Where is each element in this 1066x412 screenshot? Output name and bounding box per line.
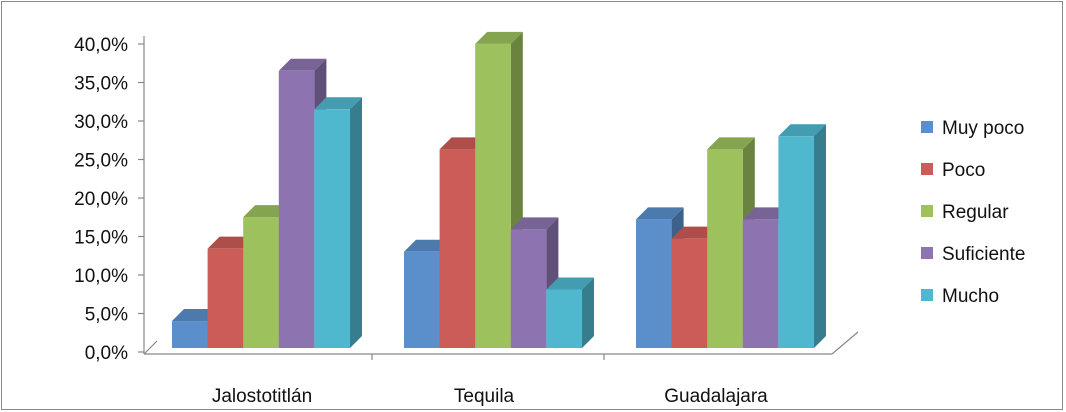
category-label: Tequila — [454, 386, 515, 407]
bar-top — [546, 277, 594, 290]
bar-side — [350, 97, 362, 348]
legend-label: Regular — [942, 202, 1009, 223]
bar-front — [207, 248, 244, 348]
bar-top — [707, 137, 755, 150]
bar-front — [243, 217, 279, 348]
legend-item: Mucho — [921, 286, 999, 307]
bar-front — [636, 219, 672, 348]
bar-front — [172, 321, 208, 348]
y-tick-label: 0,0% — [85, 343, 128, 364]
bars — [172, 31, 826, 349]
bar-top — [636, 207, 684, 220]
bar-front — [475, 43, 511, 348]
legend-item: Poco — [921, 160, 985, 181]
legend-item: Regular — [921, 202, 1009, 223]
bar-front — [742, 219, 779, 348]
legend-label: Muy poco — [942, 118, 1024, 139]
y-tick-label: 40,0% — [74, 35, 128, 56]
bar-front — [439, 149, 476, 348]
bar-front — [546, 289, 582, 348]
bar-side — [814, 124, 826, 348]
bar-front — [510, 229, 547, 348]
y-tick-label: 10,0% — [74, 266, 128, 287]
bar-front — [314, 109, 350, 348]
bar-side — [582, 277, 594, 348]
legend-label: Suficiente — [942, 244, 1025, 265]
category-label: Jalostotitlán — [212, 386, 312, 407]
bar — [510, 217, 559, 348]
legend-label: Poco — [942, 160, 985, 181]
y-tick-labels: 0,0% 5,0% 10,0% 15,0% 20,0% 25,0% 30,0% 35,0% 40… — [74, 35, 128, 364]
bar-top — [278, 58, 327, 71]
bar-front — [671, 238, 708, 348]
legend-swatch — [921, 289, 933, 301]
bar-top — [314, 97, 362, 110]
bar-top — [778, 124, 826, 137]
legend-swatch — [921, 247, 933, 259]
floor-left-edge — [143, 340, 158, 355]
y-tick-label: 35,0% — [74, 74, 128, 95]
y-tick-label: 25,0% — [74, 151, 128, 172]
y-tick-label: 5,0% — [85, 305, 128, 326]
legend-swatch — [921, 121, 933, 133]
bar — [314, 97, 362, 348]
legend-item: Suficiente — [921, 244, 1025, 265]
legend-item: Muy poco — [921, 118, 1024, 139]
legend-swatch — [921, 205, 933, 217]
y-tick-label: 15,0% — [74, 228, 128, 249]
legend-label: Mucho — [942, 286, 999, 307]
y-tick-label: 30,0% — [74, 112, 128, 133]
legend: Muy poco Poco Regular Suficiente Mucho — [921, 118, 1025, 307]
bar — [546, 277, 594, 348]
axes — [138, 36, 859, 360]
bar-front — [278, 70, 315, 349]
category-label: Guadalajara — [664, 386, 768, 407]
bar-front — [404, 251, 440, 348]
y-tick-label: 20,0% — [74, 189, 128, 210]
category-labels: Jalostotitlán Tequila Guadalajara — [212, 386, 768, 407]
bar — [778, 124, 826, 348]
bar-front — [707, 149, 743, 348]
bar-top — [510, 217, 559, 230]
legend-swatch — [921, 163, 933, 175]
bar-front — [778, 136, 814, 348]
floor-right-edge — [831, 331, 859, 355]
bar-top — [475, 31, 523, 44]
